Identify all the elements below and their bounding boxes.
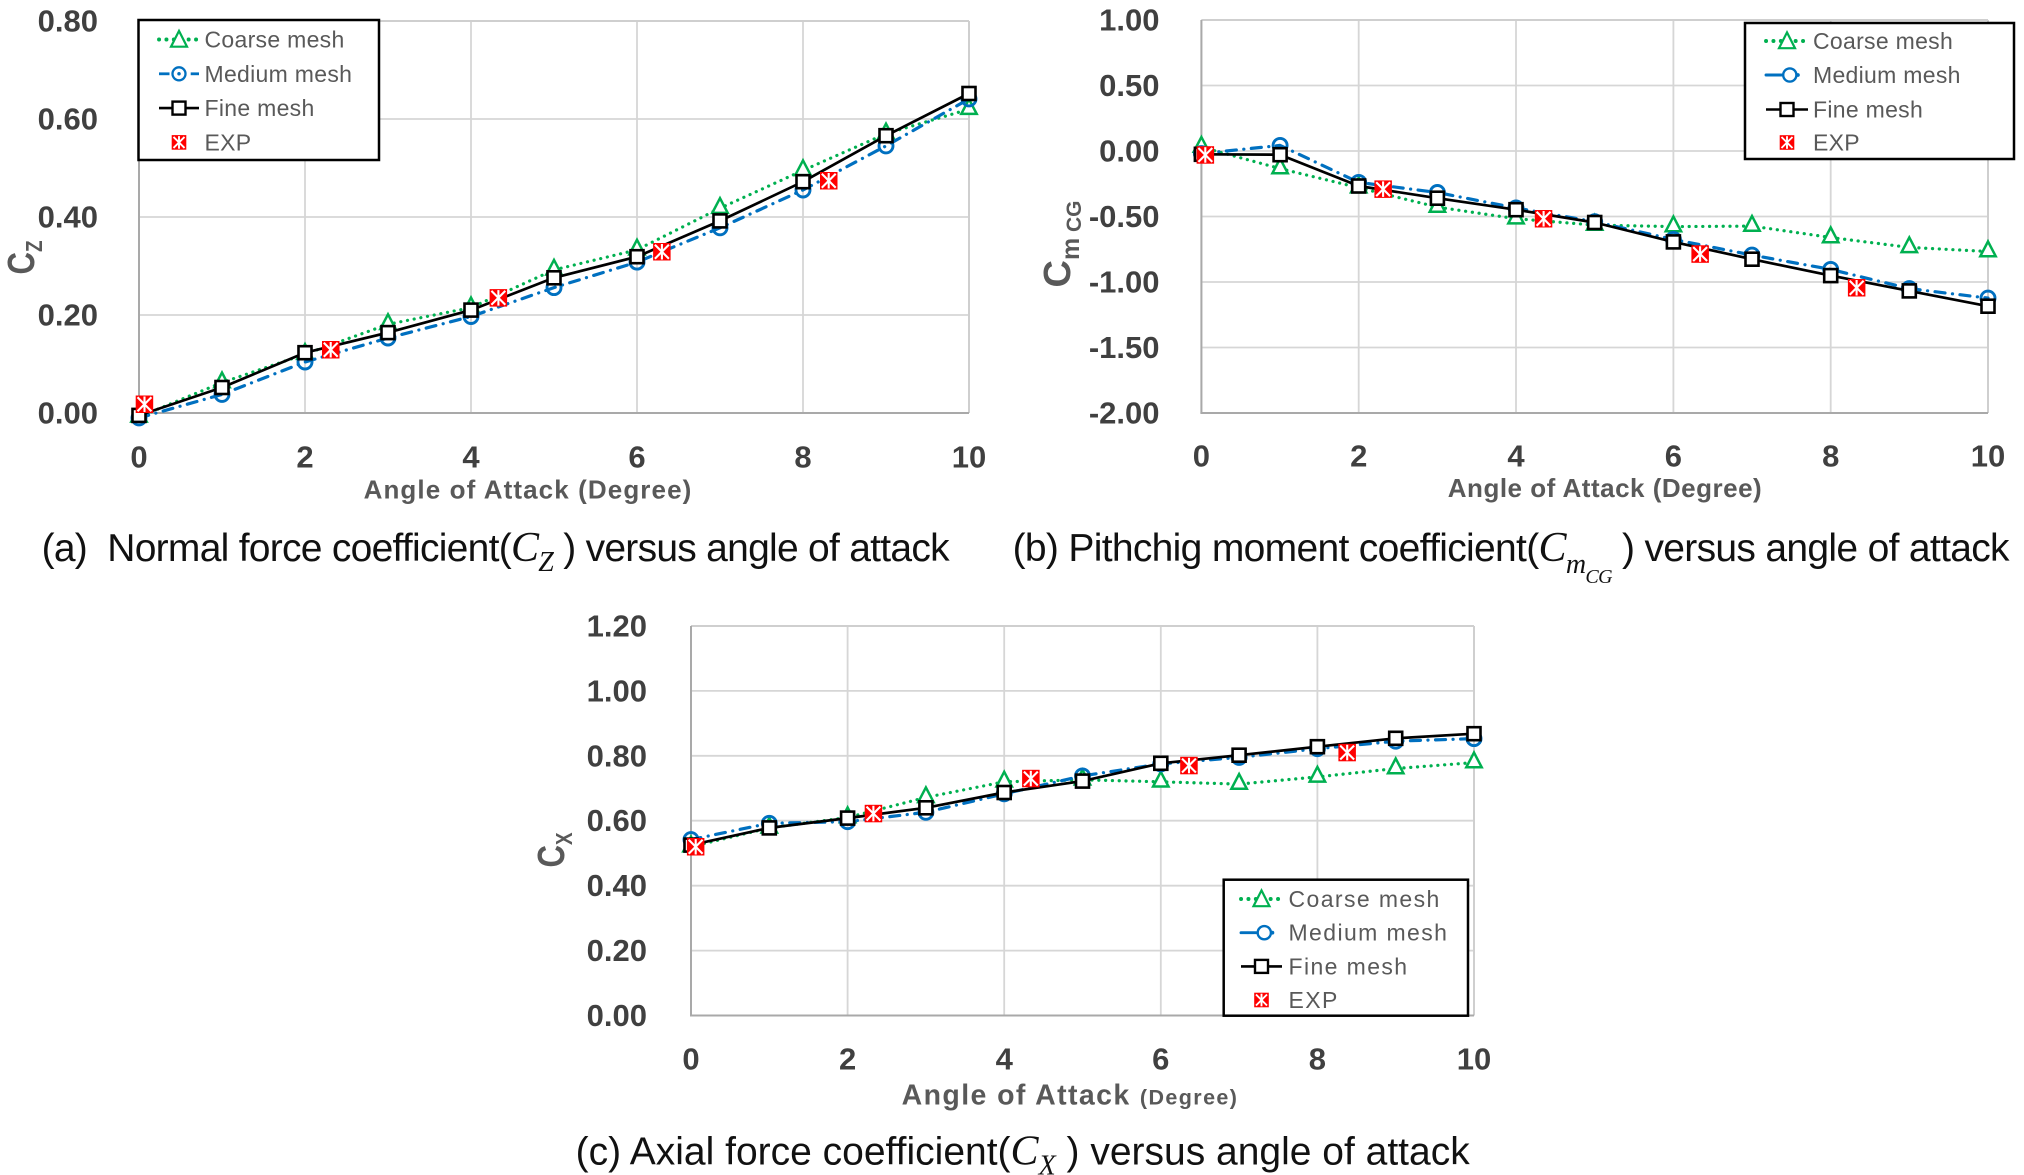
svg-text:Medium mesh: Medium mesh — [1289, 920, 1449, 946]
svg-text:-0.50: -0.50 — [1089, 199, 1160, 234]
svg-text:10: 10 — [1971, 439, 2005, 474]
svg-text:(a) Normal force coefficient(: (a) Normal force coefficient(CZ ) versus… — [42, 525, 951, 578]
svg-text:Medium mesh: Medium mesh — [205, 61, 353, 87]
svg-text:Coarse mesh: Coarse mesh — [205, 27, 345, 53]
svg-text:10: 10 — [1457, 1042, 1491, 1077]
svg-text:0: 0 — [1193, 439, 1210, 474]
svg-text:4: 4 — [996, 1042, 1014, 1077]
svg-text:2: 2 — [296, 440, 313, 475]
svg-text:4: 4 — [462, 440, 480, 475]
svg-text:0.20: 0.20 — [38, 298, 98, 333]
svg-text:0.80: 0.80 — [38, 4, 98, 39]
svg-text:EXP: EXP — [1813, 130, 1860, 156]
svg-text:8: 8 — [1822, 439, 1839, 474]
svg-text:8: 8 — [794, 440, 811, 475]
svg-text:0.00: 0.00 — [1099, 134, 1159, 169]
svg-text:1.20: 1.20 — [587, 609, 647, 644]
svg-text:EXP: EXP — [205, 129, 252, 155]
svg-text:Angle of Attack (Degree): Angle of Attack (Degree) — [1448, 473, 1762, 503]
svg-text:(c) Axial force coefficient(CX: (c) Axial force coefficient(CX ) versus … — [576, 1129, 1471, 1175]
svg-text:0.40: 0.40 — [38, 200, 98, 235]
svg-text:0.00: 0.00 — [38, 396, 98, 431]
svg-text:0: 0 — [682, 1042, 699, 1077]
svg-text:8: 8 — [1309, 1042, 1326, 1077]
svg-text:4: 4 — [1507, 439, 1525, 474]
svg-text:Coarse mesh: Coarse mesh — [1289, 886, 1441, 912]
svg-text:0.00: 0.00 — [587, 998, 647, 1033]
svg-text:0.20: 0.20 — [587, 933, 647, 968]
svg-text:Medium mesh: Medium mesh — [1813, 62, 1961, 88]
svg-text:Fine mesh: Fine mesh — [1289, 953, 1409, 979]
svg-text:-1.50: -1.50 — [1089, 330, 1160, 365]
svg-text:0.60: 0.60 — [38, 102, 98, 137]
svg-text:Fine mesh: Fine mesh — [205, 95, 315, 121]
svg-text:0.80: 0.80 — [587, 738, 647, 773]
svg-text:0.60: 0.60 — [587, 803, 647, 838]
svg-text:0: 0 — [130, 440, 147, 475]
svg-text:6: 6 — [628, 440, 645, 475]
svg-text:0.40: 0.40 — [587, 868, 647, 903]
svg-text:1.00: 1.00 — [1099, 3, 1159, 38]
svg-text:10: 10 — [952, 440, 986, 475]
svg-text:Angle of Attack (Degree): Angle of Attack (Degree) — [364, 475, 693, 505]
svg-text:6: 6 — [1665, 439, 1682, 474]
svg-text:6: 6 — [1152, 1042, 1169, 1077]
svg-text:-1.00: -1.00 — [1089, 265, 1160, 300]
svg-text:2: 2 — [839, 1042, 856, 1077]
svg-text:Fine mesh: Fine mesh — [1813, 97, 1923, 123]
svg-text:0.50: 0.50 — [1099, 68, 1159, 103]
svg-text:-2.00: -2.00 — [1089, 396, 1160, 431]
svg-text:EXP: EXP — [1289, 987, 1339, 1013]
svg-text:Coarse mesh: Coarse mesh — [1813, 28, 1953, 54]
svg-text:Angle of Attack (Degree): Angle of Attack (Degree) — [902, 1080, 1239, 1112]
svg-text:2: 2 — [1350, 439, 1367, 474]
svg-text:1.00: 1.00 — [587, 673, 647, 708]
